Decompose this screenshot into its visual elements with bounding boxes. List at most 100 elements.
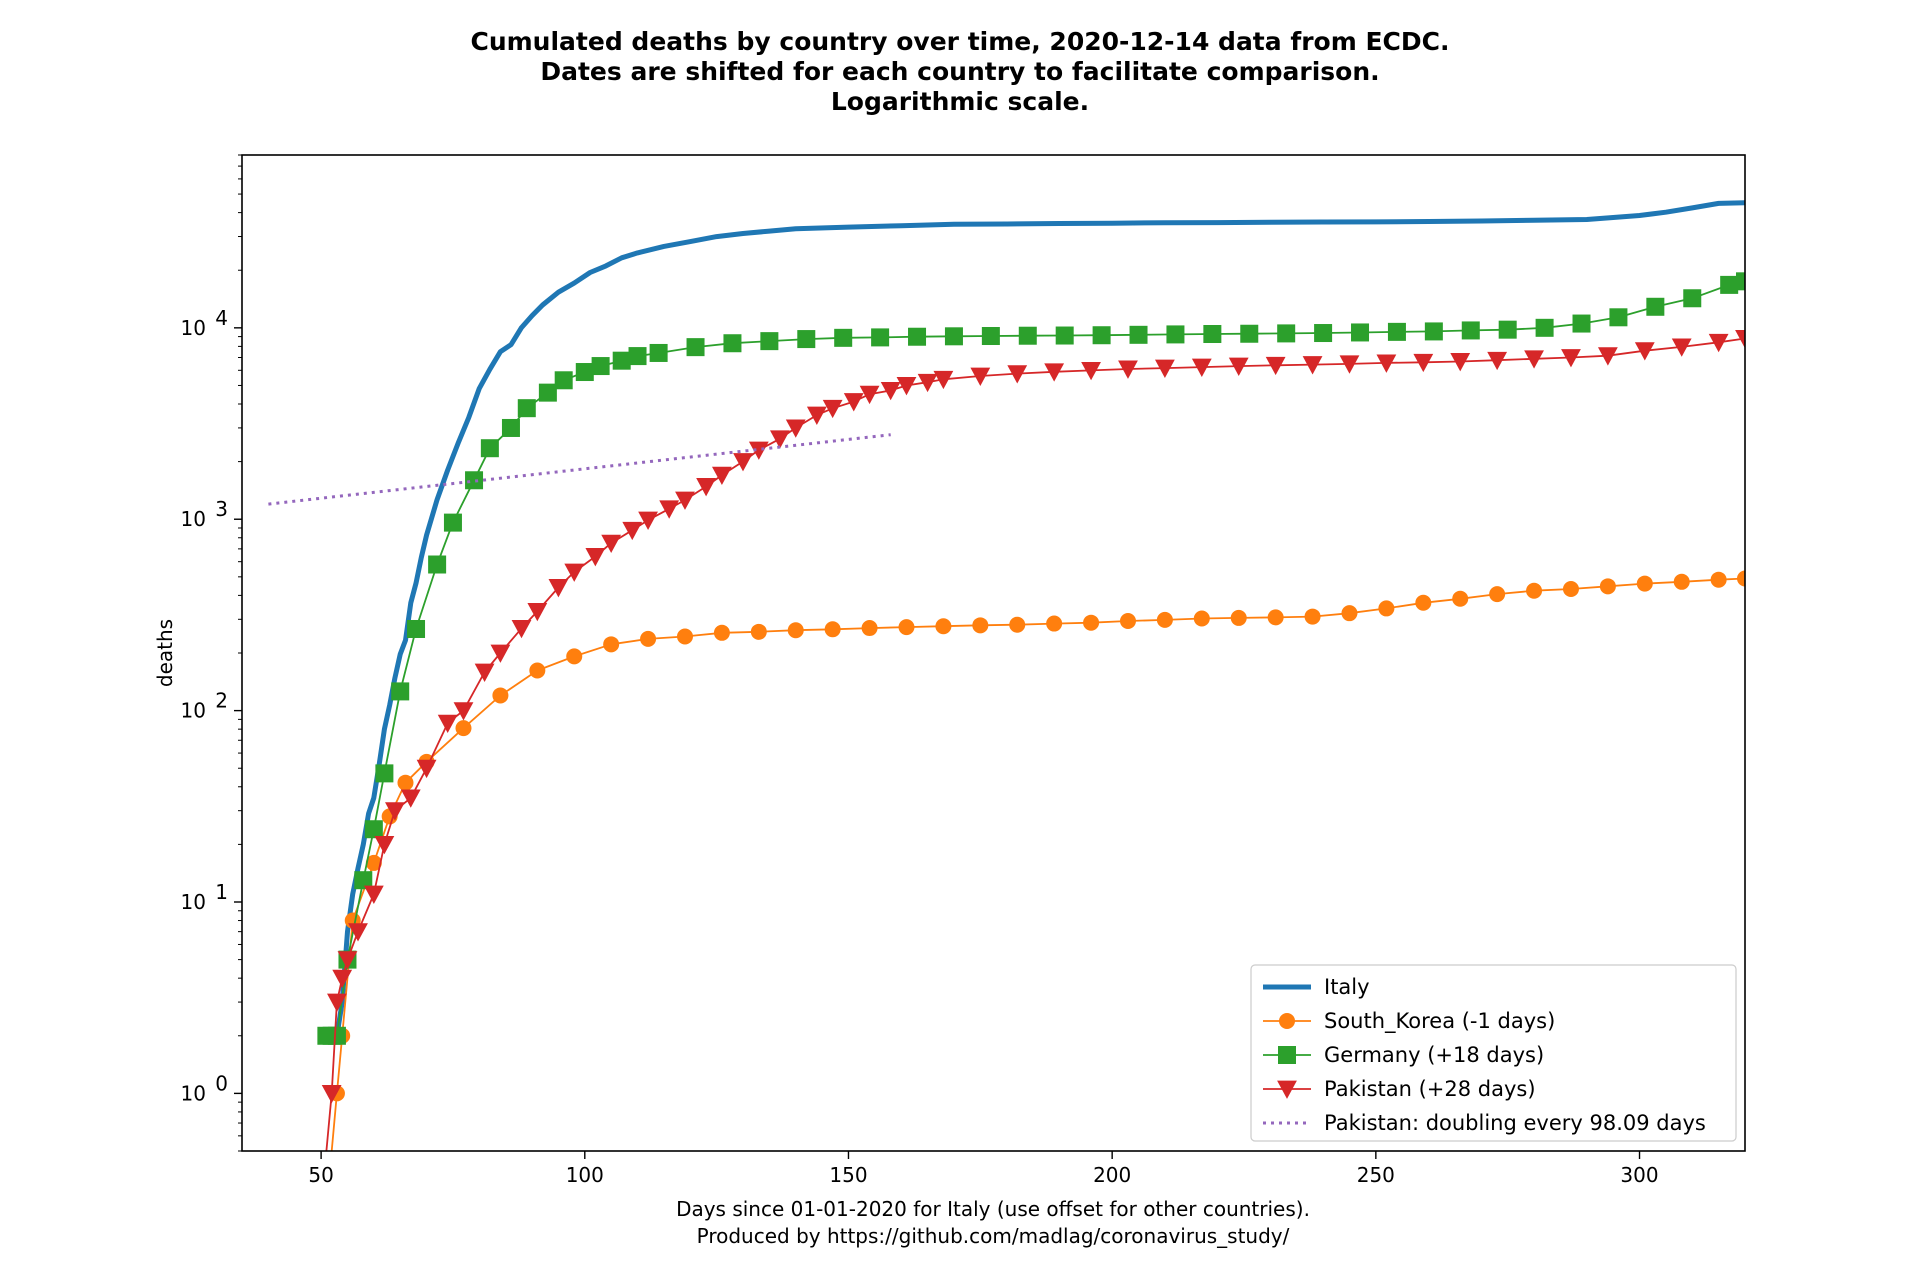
series-3-point: [564, 563, 585, 582]
series-3-point: [1597, 347, 1618, 366]
series-2-point: [465, 471, 484, 490]
series-3-point: [1339, 355, 1360, 374]
series-1-point: [1046, 615, 1063, 632]
series-2-point: [1351, 323, 1370, 342]
series-3-point: [374, 835, 395, 855]
series-1-point: [1737, 570, 1745, 587]
series-1-point: [1304, 608, 1321, 625]
series-2-point: [1166, 325, 1185, 344]
series-2-point: [1203, 325, 1222, 344]
series-2-point: [1387, 322, 1406, 341]
series-1-point: [713, 624, 730, 641]
series-3-point: [1228, 357, 1249, 376]
x-tick-label: 200: [1093, 1163, 1131, 1187]
series-1-point: [1156, 611, 1173, 628]
series-3-point: [1191, 358, 1212, 377]
series-2-point: [723, 334, 742, 353]
series-2-point: [686, 338, 705, 357]
legend-item: Pakistan: doubling every 98.09 days: [1263, 1111, 1706, 1135]
series-1-point: [1489, 586, 1506, 603]
series-2-point: [1461, 321, 1480, 340]
series-2-point: [354, 871, 373, 890]
series-1-point: [1230, 609, 1247, 626]
series-3-point: [1044, 363, 1065, 382]
series-2-point: [797, 330, 816, 349]
series-3-point: [733, 453, 753, 472]
series-1-point: [566, 648, 583, 665]
series-3-point: [1007, 365, 1028, 384]
series-1-point: [972, 617, 989, 634]
series-1-point: [1452, 590, 1469, 607]
series-2-point: [327, 1026, 346, 1045]
series-3-point: [1413, 353, 1434, 373]
series-2-point: [428, 555, 447, 574]
series-2-point: [649, 343, 668, 362]
series-3-point: [748, 441, 769, 460]
series-3-point: [1376, 354, 1397, 373]
series-2-point: [591, 357, 610, 376]
series-2-point: [871, 328, 890, 347]
series-2-point: [908, 327, 927, 346]
series-3-point: [490, 644, 511, 663]
legend-label: South_Korea (-1 days): [1324, 1009, 1555, 1034]
x-tick-label: 50: [308, 1163, 333, 1187]
series-1-point: [676, 628, 693, 645]
series-3-point: [400, 789, 421, 808]
series-0-line: [334, 200, 1745, 1037]
series-1-point: [935, 618, 952, 635]
y-tick-exponent: 1: [215, 880, 228, 904]
series-1-point: [1378, 600, 1395, 617]
series-3: [321, 330, 1745, 1151]
series-2-point: [375, 764, 394, 783]
series-1-point: [1009, 616, 1026, 633]
legend-item: Germany (+18 days): [1263, 1043, 1544, 1067]
series-2-point: [1720, 275, 1739, 294]
series-2: [317, 272, 1745, 1045]
series-2-point: [364, 820, 383, 839]
y-axis-label: deaths: [153, 619, 177, 687]
legend-item: Pakistan (+28 days): [1263, 1077, 1536, 1101]
series-2-point: [981, 327, 1000, 346]
series-3-point: [1634, 342, 1655, 361]
legend-label: Pakistan (+28 days): [1324, 1077, 1536, 1101]
series-1-point: [1526, 582, 1543, 599]
chart-title: Cumulated deaths by country over time, 2…: [470, 27, 1449, 116]
series-1-point: [1119, 612, 1136, 629]
legend-item: South_Korea (-1 days): [1263, 1009, 1555, 1034]
y-tick-label: 10: [181, 316, 206, 340]
y-tick-exponent: 2: [215, 689, 228, 713]
series-2-point: [1609, 308, 1628, 327]
series-2-point: [1646, 297, 1665, 316]
series-3-point: [1302, 356, 1323, 375]
series-2-point: [501, 418, 520, 437]
series-1-point: [640, 630, 657, 647]
series-1-point: [898, 619, 915, 636]
legend-label: Pakistan: doubling every 98.09 days: [1324, 1111, 1706, 1135]
series-3-point: [548, 579, 569, 598]
series-2-point: [575, 363, 594, 382]
series-3-point: [601, 534, 622, 554]
y-tick-exponent: 0: [215, 1071, 228, 1095]
series-1-point: [1599, 578, 1616, 595]
series-3-point: [1708, 333, 1729, 353]
series-2-point: [1535, 318, 1554, 337]
series-4-line: [268, 433, 891, 506]
series-3-point: [843, 393, 864, 412]
series-3-point: [622, 521, 643, 541]
series-2-point: [443, 513, 462, 532]
series-3-point: [585, 548, 606, 567]
legend-swatch-marker: [1278, 1046, 1296, 1064]
x-axis-label-line-1: Days since 01-01-2020 for Italy (use off…: [676, 1197, 1310, 1221]
series-1-point: [1710, 571, 1727, 588]
series-1-point: [1193, 610, 1210, 627]
series-3-point: [1265, 356, 1286, 376]
series-layer: [268, 200, 1745, 1151]
series-3-point: [385, 802, 405, 821]
series-2-point: [554, 371, 573, 390]
series-1-point: [397, 774, 414, 791]
series-2-point: [1055, 326, 1074, 345]
y-tick-exponent: 3: [215, 497, 228, 521]
series-2-point: [1314, 324, 1333, 343]
series-3-point: [332, 969, 353, 989]
